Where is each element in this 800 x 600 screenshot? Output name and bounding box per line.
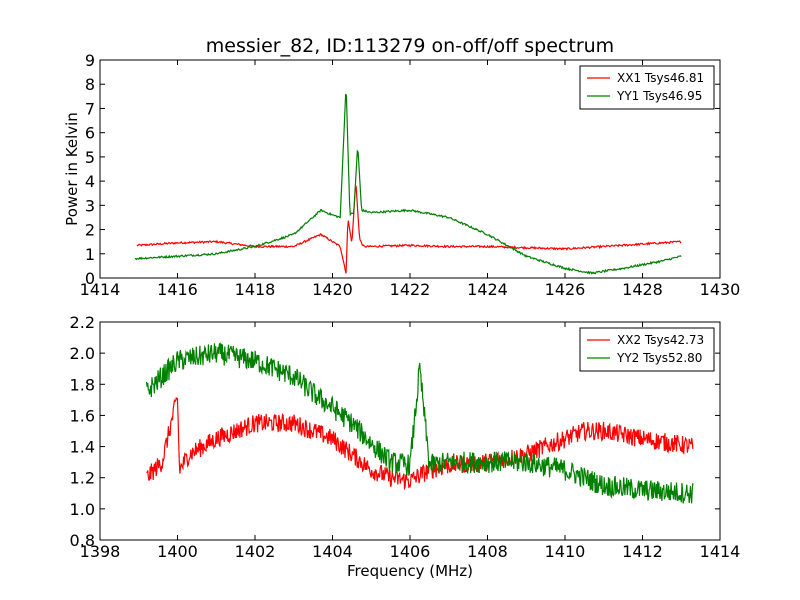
x-tick-label: 1404 <box>312 542 353 561</box>
x-tick-label: 1430 <box>700 280 741 299</box>
legend-label-2: YY1 Tsys46.95 <box>616 89 702 103</box>
chart-panel-1: 1414 1416 1418 1420 1422 1424 1426 1428 1430 0 1 2 3… <box>63 35 740 299</box>
chart-panel-2: 1398 1400 1402 1404 1406 1408 1410 1412 1414 0.8 1… <box>70 313 741 580</box>
series-line-1 <box>146 396 694 491</box>
y-tick-label: 0.8 <box>70 531 95 550</box>
legend-label-2: YY2 Tsys52.80 <box>616 351 702 365</box>
legend: XX1 Tsys46.81 YY1 Tsys46.95 <box>579 65 715 110</box>
x-tick-label: 1418 <box>235 280 276 299</box>
series-line-2 <box>145 342 694 504</box>
x-tick-label: 1428 <box>622 280 663 299</box>
x-tick-label: 1398 <box>80 542 121 561</box>
legend-label-1: XX1 Tsys46.81 <box>617 71 704 85</box>
y-tick-label: 6 <box>85 124 95 143</box>
y-tick-label: 8 <box>85 75 95 94</box>
x-tick-label: 1408 <box>467 542 508 561</box>
x-tick-label: 1426 <box>545 280 586 299</box>
y-tick-label: 3 <box>85 196 95 215</box>
y-tick-label: 2.0 <box>70 344 95 363</box>
y-tick-label: 1.2 <box>70 469 95 488</box>
chart-title: messier_82, ID:113279 on-off/off spectru… <box>206 35 614 57</box>
x-tick-label: 1416 <box>157 280 198 299</box>
legend-label-1: XX2 Tsys42.73 <box>617 333 704 347</box>
y-tick-label: 1.0 <box>70 500 95 519</box>
y-tick-label: 9 <box>85 51 95 70</box>
x-tick-label: 1400 <box>157 542 198 561</box>
series-line-1 <box>136 185 682 274</box>
x-axis-label: Frequency (MHz) <box>347 562 473 580</box>
y-tick-label: 1.8 <box>70 375 95 394</box>
series-line-2 <box>134 93 682 275</box>
x-tick-label: 1414 <box>700 542 741 561</box>
y-tick-label: 1.6 <box>70 406 95 425</box>
x-tick-label: 1410 <box>545 542 586 561</box>
y-axis-label: Power in Kelvin <box>63 112 81 226</box>
y-tick-label: 2.2 <box>70 313 95 332</box>
x-tick-label: 1402 <box>235 542 276 561</box>
x-tick-label: 1422 <box>390 280 431 299</box>
y-tick-label: 4 <box>85 172 95 191</box>
x-tick-label: 1420 <box>312 280 353 299</box>
x-tick-label: 1406 <box>390 542 431 561</box>
y-tick-label: 0 <box>85 269 95 288</box>
x-tick-label: 1414 <box>80 280 121 299</box>
y-tick-label: 2 <box>85 221 95 240</box>
y-tick-label: 5 <box>85 148 95 167</box>
x-tick-label: 1412 <box>622 542 663 561</box>
y-tick-label: 1.4 <box>70 438 95 457</box>
legend: XX2 Tsys42.73 YY2 Tsys52.80 <box>579 327 715 372</box>
y-tick-label: 7 <box>85 99 95 118</box>
x-tick-label: 1424 <box>467 280 508 299</box>
legend-box <box>579 65 715 110</box>
y-tick-label: 1 <box>85 245 95 264</box>
legend-box <box>579 327 715 372</box>
